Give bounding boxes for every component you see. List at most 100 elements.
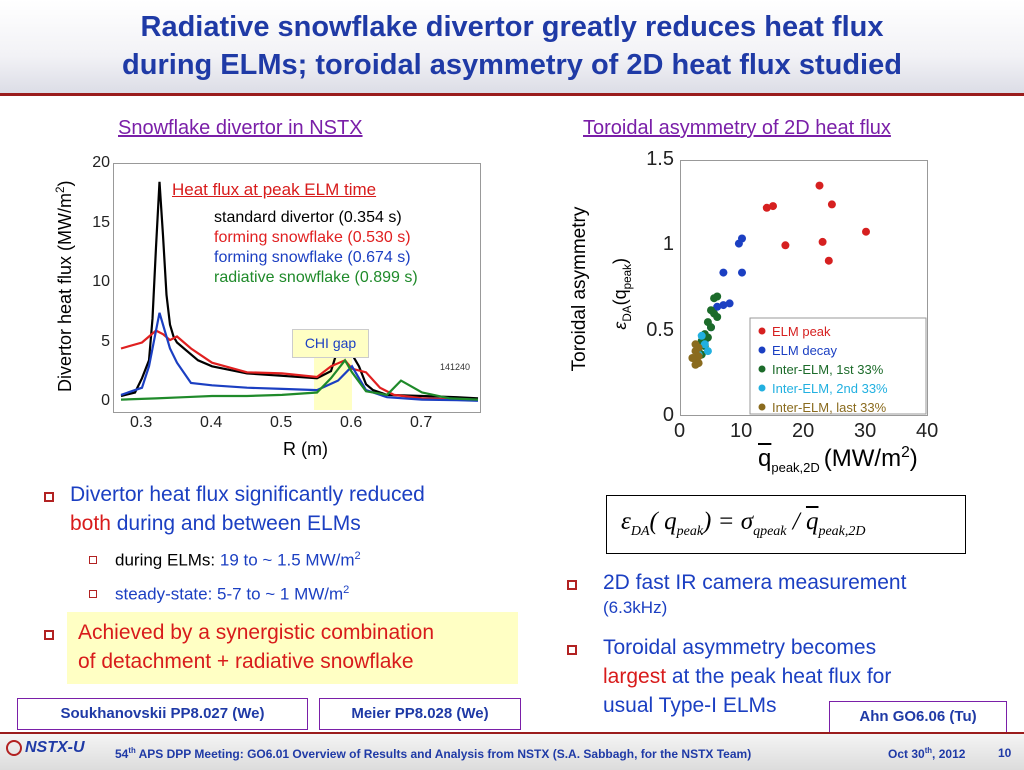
left-ytick-0: 0 (101, 392, 110, 409)
right-legend-label-0: ELM peak (772, 324, 831, 339)
right-xtick-10: 10 (730, 420, 753, 442)
right-legend-marker-4 (758, 403, 766, 411)
left-xtick-0.7: 0.7 (410, 414, 433, 431)
right-legend-label-3: Inter-ELM, 2nd 33% (772, 381, 888, 396)
right-panel-heading: Toroidal asymmetry of 2D heat flux (583, 117, 891, 139)
left-chart-ylabel: Divertor heat flux (MW/m2) (54, 180, 75, 392)
right-series-4-point-5 (688, 354, 697, 362)
right-xtick-40: 40 (916, 420, 939, 442)
left-legend-title: Heat flux at peak ELM time (172, 180, 377, 199)
left-series-0-line (120, 181, 479, 400)
right-series-2-point-4 (713, 313, 722, 321)
page-number: 10 (998, 746, 1012, 760)
ref-meier: Meier PP8.028 (We) (319, 698, 521, 730)
left-xtick-0.3: 0.3 (130, 414, 153, 431)
bullet-ir-camera: 2D fast IR camera measurement (6.3kHz) (603, 571, 907, 617)
ref-soukhanovskii: Soukhanovskii PP8.027 (We) (17, 698, 308, 730)
shot-number: 141240 (440, 362, 471, 372)
right-ytick-0.5: 0.5 (646, 318, 674, 341)
right-series-0-point-7 (862, 227, 870, 236)
bullet-marker (44, 489, 54, 507)
left-series-3-line (120, 358, 479, 401)
right-legend-marker-2 (758, 365, 766, 373)
right-legend-box (749, 317, 927, 415)
right-series-2-point-8 (703, 333, 712, 342)
achieved-highlight-box (67, 612, 518, 684)
right-chart-xlabel: qpeak,2D (MW/m2) (758, 444, 918, 475)
left-xtick-0.4: 0.4 (200, 414, 223, 431)
title-bar (0, 0, 1024, 93)
right-series-3-point-3 (703, 347, 712, 356)
right-legend-label-1: ELM decay (772, 343, 838, 358)
sub-bullet-during-elms: during ELMs: 19 to ~ 1.5 MW/m2 (115, 550, 361, 570)
right-series-0-point-2 (781, 241, 790, 250)
footer-bar (0, 732, 1024, 770)
right-legend-label-2: Inter-ELM, 1st 33% (772, 362, 884, 377)
right-series-4-point-7 (691, 360, 700, 369)
left-series-2-line (120, 312, 479, 402)
right-legend-label-4: Inter-ELM, last 33% (772, 400, 887, 415)
right-ytick-1: 1 (662, 233, 674, 256)
footer-date: Oct 30th, 2012 (888, 746, 966, 761)
right-xtick-0: 0 (674, 420, 686, 442)
left-panel-heading: Snowflake divertor in NSTX (118, 117, 363, 139)
right-series-1-point-3 (738, 268, 746, 277)
slide-title: Radiative snowflake divertor greatly red… (0, 8, 1024, 84)
title-line-2: during ELMs; toroidal asymmetry of 2D he… (122, 49, 902, 81)
left-xtick-0.6: 0.6 (340, 414, 363, 431)
legend-radiative-snowflake: radiative snowflake (0.899 s) (214, 269, 418, 286)
right-series-2-point-1 (713, 292, 722, 301)
right-legend-marker-3 (758, 384, 766, 392)
ref-ahn: Ahn GO6.06 (Tu) (829, 701, 1007, 733)
chi-gap-label: CHI gap (292, 329, 369, 358)
right-series-1-point-2 (719, 268, 728, 277)
right-series-1-point-1 (738, 234, 746, 243)
right-xtick-30: 30 (854, 420, 877, 442)
nstx-logo-icon (6, 739, 22, 756)
right-ytick-0: 0 (662, 404, 674, 426)
bullet-achieved: Achieved by a synergistic combination of… (78, 621, 435, 673)
right-series-0-point-0 (762, 203, 771, 212)
left-ytick-5: 5 (101, 332, 110, 350)
nstx-u-logo: NSTX-U (6, 739, 85, 757)
right-series-0-point-6 (824, 256, 833, 265)
right-chart-ylabel-symbol: εDA(qpeak) (610, 258, 634, 330)
right-bullet-marker-2 (567, 642, 577, 660)
formula-box: εDA( qpeak) = σqpeak / qpeak,2D (606, 495, 966, 554)
title-divider (0, 93, 1024, 96)
bullet-marker-3 (44, 627, 54, 645)
left-chart-plot-area (113, 163, 481, 413)
left-ytick-15: 15 (92, 213, 110, 231)
right-bullet-marker-1 (567, 577, 577, 595)
title-line-1: Radiative snowflake divertor greatly red… (140, 11, 884, 43)
left-xtick-0.5: 0.5 (270, 414, 293, 431)
sub-bullet-steady-state: steady-state: 5-7 to ~ 1 MW/m2 (115, 584, 350, 604)
sub-bullet-marker (89, 551, 97, 569)
right-xtick-20: 20 (792, 420, 815, 442)
sub-bullet-marker-2 (89, 585, 97, 603)
right-series-0-point-4 (818, 237, 827, 246)
right-legend-marker-0 (758, 327, 766, 335)
left-chart-xlabel: R (m) (283, 439, 328, 459)
right-series-1-point-4 (719, 301, 728, 310)
right-series-2-point-6 (707, 323, 715, 332)
right-series-0-point-5 (827, 200, 836, 209)
right-ytick-1.5: 1.5 (646, 148, 674, 170)
legend-forming-snowflake-0674: forming snowflake (0.674 s) (214, 249, 411, 266)
left-ytick-20: 20 (92, 154, 110, 171)
right-series-0-point-1 (769, 202, 777, 211)
right-chart-ylabel: Toroidal asymmetry (569, 206, 590, 372)
left-ytick-10: 10 (92, 273, 110, 290)
legend-standard-divertor: standard divertor (0.354 s) (214, 209, 402, 226)
right-legend-marker-1 (758, 346, 766, 354)
footer-meeting: 54th APS DPP Meeting: GO6.01 Overview of… (115, 746, 752, 761)
right-series-3-point-0 (697, 331, 706, 340)
legend-forming-snowflake-0530: forming snowflake (0.530 s) (214, 229, 411, 246)
right-series-3-point-1 (700, 340, 709, 349)
left-chart-svg (120, 181, 479, 402)
bullet-heat-flux-reduced: Divertor heat flux significantly reduced… (70, 483, 425, 535)
right-series-1-point-5 (725, 299, 734, 308)
right-chart-svg: ELM peak ELM decay Inter-ELM, 1st 33% Inter… (680, 160, 928, 416)
right-series-0-point-3 (815, 181, 824, 190)
bullet-toroidal-asymmetry: Toroidal asymmetry becomes largest at th… (603, 636, 892, 717)
